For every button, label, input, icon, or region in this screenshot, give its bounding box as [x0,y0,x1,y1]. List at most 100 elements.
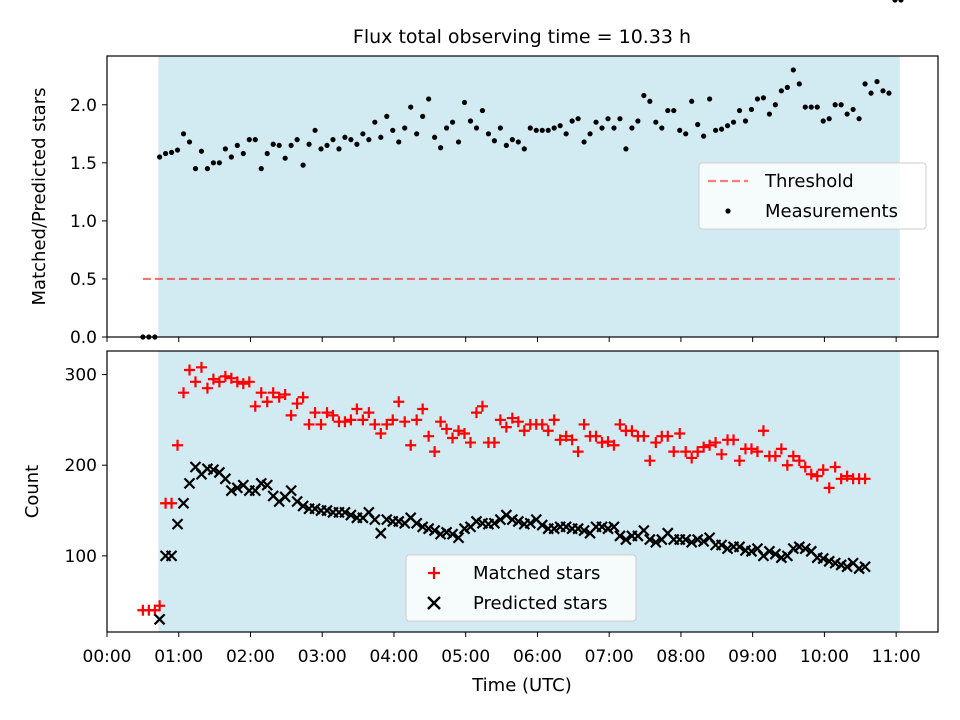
measurement-point [198,148,205,154]
measurement-point [360,131,366,137]
measurement-point [587,131,593,137]
predicted-star-point [650,536,662,549]
measurement-point [629,125,635,131]
measurement-point [276,142,282,149]
x-tick-label: 09:00 [728,647,777,667]
x-tick-label: 11:00 [872,647,921,667]
top-plot-frame [106,55,939,338]
matched-star-point [345,414,357,426]
measurement-point [695,121,701,128]
matched-star-point [835,473,847,485]
measurement-point [563,131,569,137]
matched-star-point [309,407,321,419]
x-tick-labels: 00:00 01:00 02:00 03:00 04:00 05:00 06:00 07:00… [83,647,921,667]
matched-star-point [285,409,297,421]
measurement-point [485,131,492,137]
matched-star-point [674,427,686,439]
x-tick-label: 01:00 [154,647,203,667]
measurement-point [677,127,683,133]
predicted-star-point [488,517,501,530]
matched-star-point [518,425,530,437]
matched-star-point [357,414,369,426]
measurement-point [312,127,318,133]
matched-star-point [488,437,500,449]
measurement-point [802,104,808,110]
matched-star-point [650,437,662,449]
measurement-point [760,95,767,101]
measurement-point [216,160,222,166]
measurement-point [414,131,420,137]
predicted-star-point [512,515,525,528]
predicted-star-point [536,519,549,531]
matched-star-point [178,387,190,399]
measurement-point [168,149,175,155]
matched-star-point [363,407,375,419]
predicted-star-point [769,548,782,560]
measurement-point [539,127,545,133]
measurement-point [862,81,868,87]
predicted-star-point [697,535,710,548]
measurement-point [701,133,707,139]
x-tick-label: 06:00 [513,647,562,667]
matched-star-point [464,437,476,449]
measurement-point [784,84,790,90]
x-tick-label: 00:00 [83,647,132,667]
matched-star-point [327,409,339,421]
measurement-point [718,126,725,132]
matched-star-point [787,450,799,462]
measurement-point [426,96,432,102]
predicted-star-point [763,545,776,558]
measurement-point [748,106,755,113]
matched-star-point [536,418,548,430]
matched-star-point [793,455,805,467]
matched-star-point [189,376,201,388]
measurement-point [348,137,354,143]
matched-star-point [805,468,817,480]
measurement-point [730,119,737,125]
matched-star-point [602,436,614,448]
predicted-star-point [171,518,184,530]
predicted-star-point [428,524,441,537]
predicted-star-point [165,550,178,562]
matched-star-point [710,437,722,449]
matched-star-point [321,407,333,419]
measurement-point [491,138,498,144]
matched-star-point [381,418,393,430]
y-tick-label: 300 [65,366,97,386]
predicted-star-point [219,473,232,485]
matched-star-point [237,378,249,390]
measurement-point [384,113,390,119]
measurement-point [898,0,904,3]
matched-star-point [704,439,716,451]
matched-star-point [775,443,787,455]
predicted-star-point [799,542,812,555]
matched-star-point [279,389,291,401]
bottom-plot-frame [106,350,939,633]
matched-star-point [506,412,518,424]
measurement-point [157,154,163,160]
matched-star-point [225,372,237,384]
top-panel: 0.00.51.01.52.0 Matched/Predicted stars … [29,0,939,348]
matched-star-point [249,400,261,412]
legend-threshold-label: Threshold [764,171,854,192]
x-axis-label: Time (UTC) [471,675,572,696]
measurement-point [503,142,509,149]
y-tick-label: 0.0 [70,328,97,348]
matched-star-point [799,461,811,473]
predicted-star-point [225,484,238,497]
predicted-star-point [446,528,459,540]
measurement-point [342,134,348,140]
matched-star-point [734,455,746,467]
measurement-point [246,137,252,143]
measurement-point [832,102,838,108]
measurement-point [467,118,474,124]
measurement-point [868,90,874,96]
matched-star-point [459,427,471,439]
predicted-star-point [345,509,357,521]
measurement-point [306,141,312,147]
matched-star-point [291,398,303,410]
x-tick-label: 05:00 [441,647,490,667]
legend-measurements-swatch [725,208,731,214]
measurement-point [473,125,480,131]
legend-matched-swatch [428,567,440,579]
